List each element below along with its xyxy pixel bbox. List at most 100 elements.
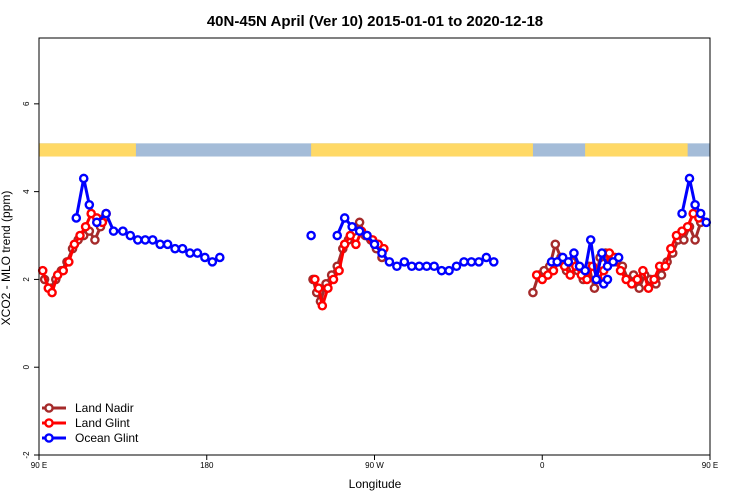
data-point [582,274,592,285]
data-point [354,217,365,228]
data-point [565,270,576,280]
data-point [306,230,316,241]
data-point [597,248,607,258]
data-point [638,265,648,276]
data-point [632,274,643,285]
data-point [660,261,671,272]
y-tick-label: 6 [22,101,31,106]
data-point [347,221,357,232]
x-tick-label: 90 E [702,461,718,470]
land-band-segment [311,143,533,157]
data-point [666,243,676,254]
data-point [569,248,579,258]
data-point [108,226,119,236]
data-point [125,230,136,241]
data-point [91,217,102,228]
data-point [354,226,365,236]
data-point [548,265,559,276]
data-point [481,252,492,263]
data-point [602,274,613,285]
data-point [185,248,195,258]
data-point [69,239,80,250]
x-axis-label: Longitude [349,477,402,491]
data-point [351,239,361,250]
data-point [377,248,387,258]
data-point [362,230,372,241]
data-point [75,230,85,241]
data-point [474,257,484,267]
legend-label: Land Nadir [75,401,134,415]
data-point [345,230,356,241]
data-point [384,257,395,267]
data-point [406,261,417,272]
data-point [214,252,225,263]
data-point [591,274,602,285]
data-point [334,265,344,276]
data-point [313,283,324,294]
data-point [679,235,689,245]
y-axis: -2 0 2 4 6 [22,101,39,459]
data-point [155,239,165,250]
data-point [585,235,596,245]
x-tick-label: 180 [200,461,214,470]
data-point [488,257,499,267]
data-point [80,221,91,232]
data-point [37,265,48,276]
data-point [392,261,402,272]
data-point [563,257,574,267]
data-point [132,235,143,245]
data-point [643,283,654,294]
data-point [84,199,95,210]
data-point [444,265,454,276]
y-tick-label: -2 [22,451,31,459]
data-point [429,261,439,272]
y-axis-label: XCO2 - MLO trend (ppm) [0,191,13,326]
data-point [118,226,128,236]
data-point [615,265,626,276]
data-point [550,239,561,250]
series-layer [37,173,712,311]
data-point [634,283,644,294]
data-point [701,217,712,228]
land-band-segment [585,143,688,157]
data-point [528,287,538,298]
data-point [690,235,700,245]
land-ocean-band [39,143,710,157]
legend-marker [44,433,54,443]
data-point [101,208,111,219]
data-point [421,261,432,272]
data-point [207,257,218,267]
data-point [436,265,447,276]
data-point [47,287,57,298]
data-point [328,274,339,285]
data-point [78,173,89,184]
y-tick-label: 0 [22,364,31,369]
data-point [677,208,687,219]
legend-marker [44,418,54,428]
data-point [339,213,350,223]
data-point [162,239,173,250]
data-point [682,221,693,232]
data-point [369,239,380,250]
data-point [695,208,706,219]
data-point [147,235,158,245]
land-band-segment [39,143,136,157]
y-tick-label: 4 [22,189,31,194]
data-point [332,230,343,241]
data-point [580,265,590,276]
data-point [459,257,469,267]
data-point [589,283,600,294]
series-ocean-glint [71,173,712,289]
x-axis: 90 E 180 90 W 0 90 E [31,455,718,470]
data-point [71,213,82,223]
data-point [649,274,659,285]
data-point [323,283,333,294]
y-tick-label: 2 [22,277,31,282]
data-point [414,261,425,272]
data-point [339,239,350,250]
data-point [64,257,74,267]
data-point [90,235,100,245]
data-point [58,265,69,276]
legend-marker [44,403,54,413]
data-point [451,261,462,272]
